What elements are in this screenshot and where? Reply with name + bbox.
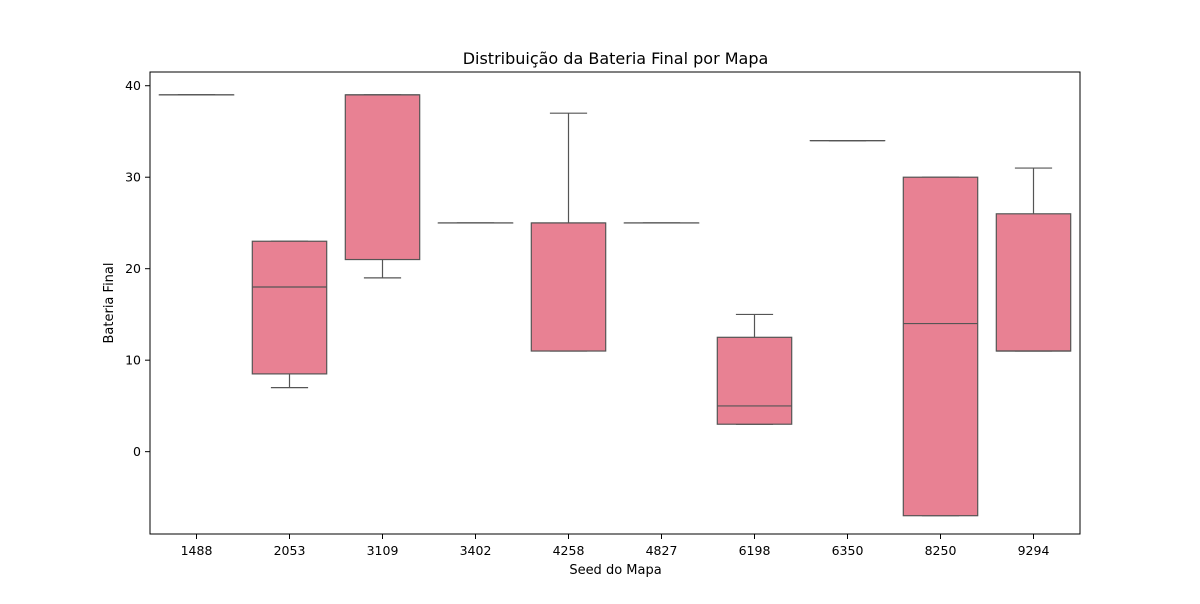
x-tick-label: 3402 [460,543,492,558]
x-tick-label: 4258 [553,543,585,558]
x-tick-label: 9294 [1018,543,1050,558]
x-tick-label: 8250 [925,543,957,558]
box-2053-iqr [252,241,326,374]
box-3109-iqr [345,95,419,260]
y-axis-label: Bateria Final [102,263,117,344]
y-tick-label: 40 [125,78,141,93]
box-6198-iqr [717,337,791,424]
plot-area: 0 10 20 30 40 1488 2053 3109 3402 4258 4827 6198 635… [125,72,1080,558]
x-tick-label: 4827 [646,543,678,558]
box-9294-iqr [996,214,1070,351]
x-tick-label: 1488 [181,543,213,558]
y-tick-label: 20 [125,261,141,276]
box-8250-iqr [903,177,977,515]
x-tick-label: 2053 [274,543,306,558]
y-tick-label: 0 [133,444,141,459]
y-tick-label: 10 [125,353,141,368]
box-4258-iqr [531,223,605,351]
y-tick-label: 30 [125,170,141,185]
chart-title: Distribuição da Bateria Final por Mapa [463,49,769,68]
x-tick-label: 3109 [367,543,399,558]
x-axis-label: Seed do Mapa [569,563,661,578]
x-tick-label: 6198 [739,543,771,558]
x-tick-label: 6350 [832,543,864,558]
